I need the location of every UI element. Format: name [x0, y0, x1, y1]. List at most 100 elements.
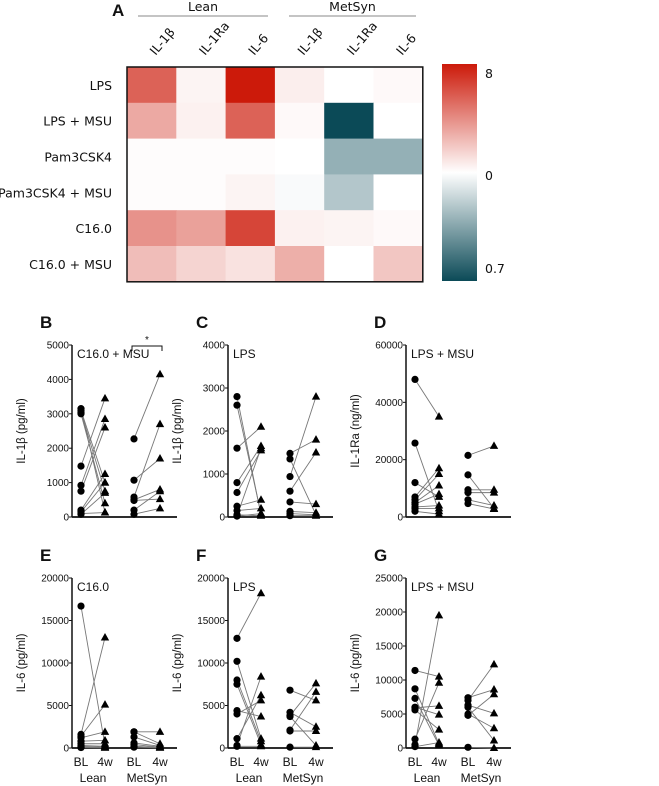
- baseline-point: [77, 462, 85, 470]
- y-tick-label: 2000: [47, 444, 70, 455]
- y-tick-label: 10000: [41, 659, 69, 670]
- baseline-point: [464, 471, 472, 479]
- baseline-point: [286, 712, 294, 721]
- panel-title: LPS: [233, 347, 256, 361]
- x-tick-label: 4w: [308, 755, 324, 769]
- pair-line: [289, 439, 317, 454]
- pair-line: [467, 746, 495, 749]
- pair-line: [236, 445, 262, 483]
- colorbar: [442, 64, 477, 281]
- y-tick-label: 10000: [197, 659, 225, 670]
- heatmap-cell: [225, 210, 276, 247]
- pair-line: [80, 473, 106, 511]
- pair-line: [414, 615, 440, 745]
- pair-line: [133, 489, 161, 501]
- y-tick-label: 1000: [47, 478, 70, 489]
- heatmap-cell: [324, 210, 374, 247]
- week4-point: [434, 412, 444, 420]
- heatmap-cell: [225, 138, 276, 175]
- pair-line: [133, 507, 161, 515]
- baseline-point: [411, 685, 419, 693]
- x-group-label: Lean: [414, 771, 441, 785]
- heatmap-cell: [373, 246, 424, 283]
- y-tick-label: 0: [397, 513, 403, 524]
- pair-line: [80, 704, 106, 737]
- panel-letter-e: E: [40, 546, 51, 565]
- panel-title: C16.0 + MSU: [77, 347, 149, 361]
- week4-point: [489, 659, 499, 668]
- pair-line: [133, 423, 161, 498]
- week4-point: [311, 687, 321, 695]
- heatmap-cell: [127, 210, 177, 247]
- pair-line: [467, 704, 495, 714]
- pair-line: [133, 742, 161, 747]
- baseline-point: [130, 476, 138, 484]
- panel-title: LPS + MSU: [411, 580, 474, 594]
- pair-line: [80, 637, 106, 735]
- y-tick-label: 5000: [47, 341, 70, 352]
- y-tick-label: 15000: [375, 642, 403, 653]
- panel-letter-g: G: [374, 546, 387, 565]
- pair-line: [236, 426, 262, 449]
- heatmap-cell: [324, 246, 374, 283]
- baseline-point: [286, 455, 294, 463]
- x-group-label: MetSyn: [127, 771, 168, 785]
- panel-letter-f: F: [196, 546, 206, 565]
- baseline-point: [233, 657, 241, 665]
- x-tick-label: 4w: [97, 755, 113, 769]
- colorbar-label: 0.7: [485, 261, 505, 276]
- heatmap-cell: [176, 102, 227, 140]
- x-tick-label: BL: [74, 755, 89, 769]
- week4-point: [489, 708, 499, 717]
- y-axis-label: IL-1β (pg/ml): [172, 398, 184, 464]
- heatmap-cell: [324, 138, 374, 175]
- baseline-point: [286, 743, 294, 751]
- heatmap-row-label: Pam3CSK4: [44, 150, 112, 165]
- week4-point: [256, 690, 266, 699]
- heatmap-cell: [176, 174, 227, 211]
- pair-line: [80, 745, 106, 748]
- colorbar-label: 0: [485, 168, 493, 183]
- pair-line: [236, 676, 262, 746]
- week4-point: [100, 469, 110, 477]
- heatmap-column-label: IL-6: [393, 31, 419, 58]
- baseline-point: [77, 487, 85, 495]
- pair-line: [414, 705, 440, 709]
- pair-line: [80, 512, 106, 515]
- baseline-point: [411, 479, 419, 487]
- baseline-point: [77, 743, 85, 752]
- x-group-label: Lean: [236, 771, 263, 785]
- pair-line: [467, 693, 495, 716]
- week4-point: [434, 480, 444, 489]
- baseline-point: [233, 710, 241, 718]
- pair-line: [80, 492, 106, 515]
- y-tick-label: 5000: [381, 710, 404, 721]
- week4-point: [100, 423, 110, 431]
- baseline-point: [286, 498, 294, 506]
- week4-point: [434, 672, 444, 680]
- pair-line: [289, 513, 317, 516]
- pair-line: [289, 711, 317, 728]
- y-tick-label: 20000: [375, 455, 403, 466]
- heatmap-cell: [127, 174, 177, 211]
- heatmap-cell: [176, 210, 227, 247]
- x-tick-label: BL: [283, 755, 298, 769]
- x-tick-label: 4w: [486, 755, 502, 769]
- week4-point: [489, 736, 499, 744]
- y-tick-label: 3000: [47, 409, 70, 420]
- week4-point: [489, 685, 499, 693]
- heatmap-cell: [373, 138, 424, 175]
- baseline-point: [130, 733, 138, 741]
- pair-line: [236, 513, 262, 517]
- week4-point: [100, 414, 110, 422]
- heatmap-cell: [127, 67, 177, 104]
- baseline-point: [286, 726, 294, 734]
- baseline-point: [411, 666, 419, 675]
- y-axis-label: IL-6 (pg/ml): [16, 633, 28, 692]
- colorbar-label: 8: [485, 66, 493, 81]
- week4-point: [311, 392, 321, 400]
- week4-point: [311, 511, 321, 519]
- y-tick-label: 4000: [47, 375, 70, 386]
- week4-point: [489, 488, 499, 496]
- week4-point: [489, 689, 499, 698]
